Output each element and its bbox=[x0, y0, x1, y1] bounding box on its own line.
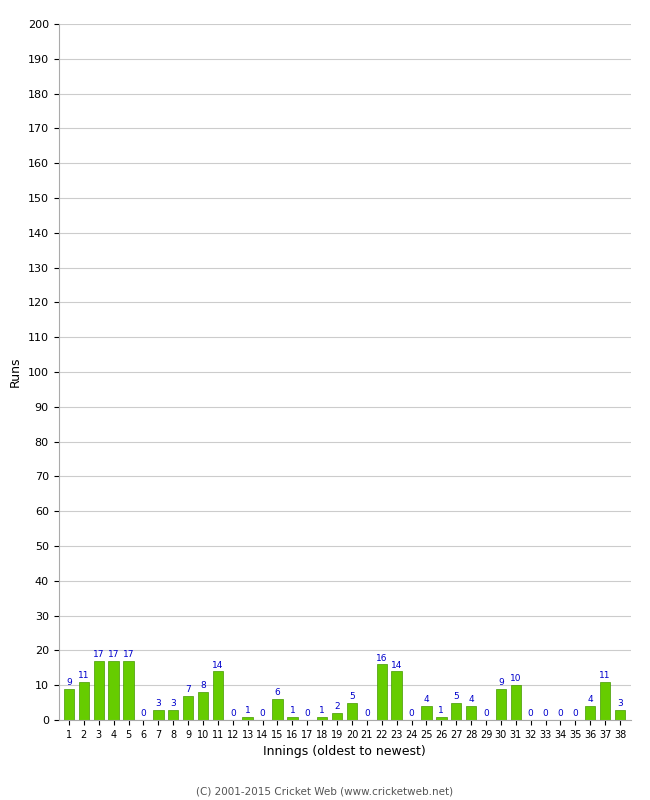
Bar bbox=[213, 671, 223, 720]
Text: 0: 0 bbox=[543, 710, 549, 718]
Text: 3: 3 bbox=[170, 699, 176, 708]
Text: 9: 9 bbox=[498, 678, 504, 687]
Text: 17: 17 bbox=[108, 650, 120, 659]
Bar bbox=[496, 689, 506, 720]
Bar bbox=[198, 692, 208, 720]
Bar bbox=[242, 717, 253, 720]
Bar bbox=[451, 702, 462, 720]
Text: 7: 7 bbox=[185, 685, 191, 694]
Text: 16: 16 bbox=[376, 654, 387, 662]
Text: 4: 4 bbox=[468, 695, 474, 704]
Bar bbox=[109, 661, 119, 720]
Text: 5: 5 bbox=[349, 692, 355, 701]
Bar bbox=[272, 699, 283, 720]
Bar bbox=[64, 689, 74, 720]
Bar bbox=[346, 702, 357, 720]
Text: 0: 0 bbox=[483, 710, 489, 718]
X-axis label: Innings (oldest to newest): Innings (oldest to newest) bbox=[263, 746, 426, 758]
Bar bbox=[168, 710, 178, 720]
Text: 14: 14 bbox=[391, 661, 402, 670]
Text: 2: 2 bbox=[334, 702, 340, 711]
Text: 3: 3 bbox=[618, 699, 623, 708]
Text: 14: 14 bbox=[212, 661, 224, 670]
Bar bbox=[511, 685, 521, 720]
Text: 1: 1 bbox=[319, 706, 325, 714]
Bar bbox=[94, 661, 104, 720]
Bar bbox=[421, 706, 432, 720]
Bar bbox=[600, 682, 610, 720]
Text: 6: 6 bbox=[274, 688, 280, 698]
Bar bbox=[615, 710, 625, 720]
Text: 3: 3 bbox=[155, 699, 161, 708]
Text: 0: 0 bbox=[304, 710, 310, 718]
Text: 8: 8 bbox=[200, 682, 206, 690]
Text: 0: 0 bbox=[558, 710, 564, 718]
Bar bbox=[332, 713, 343, 720]
Text: 4: 4 bbox=[424, 695, 429, 704]
Text: 5: 5 bbox=[453, 692, 459, 701]
Bar bbox=[124, 661, 134, 720]
Text: 0: 0 bbox=[140, 710, 146, 718]
Text: 0: 0 bbox=[573, 710, 578, 718]
Bar bbox=[466, 706, 476, 720]
Text: 0: 0 bbox=[364, 710, 370, 718]
Text: 11: 11 bbox=[599, 671, 611, 680]
Bar bbox=[376, 664, 387, 720]
Text: (C) 2001-2015 Cricket Web (www.cricketweb.net): (C) 2001-2015 Cricket Web (www.cricketwe… bbox=[196, 786, 454, 796]
Text: 4: 4 bbox=[588, 695, 593, 704]
Y-axis label: Runs: Runs bbox=[9, 357, 22, 387]
Text: 0: 0 bbox=[409, 710, 415, 718]
Bar bbox=[183, 696, 193, 720]
Bar bbox=[317, 717, 328, 720]
Text: 0: 0 bbox=[230, 710, 236, 718]
Text: 0: 0 bbox=[260, 710, 265, 718]
Text: 17: 17 bbox=[93, 650, 105, 659]
Bar bbox=[287, 717, 298, 720]
Bar bbox=[79, 682, 89, 720]
Text: 17: 17 bbox=[123, 650, 135, 659]
Bar bbox=[153, 710, 164, 720]
Text: 0: 0 bbox=[528, 710, 534, 718]
Text: 9: 9 bbox=[66, 678, 72, 687]
Text: 1: 1 bbox=[245, 706, 250, 714]
Text: 10: 10 bbox=[510, 674, 521, 683]
Text: 1: 1 bbox=[289, 706, 295, 714]
Bar bbox=[391, 671, 402, 720]
Bar bbox=[585, 706, 595, 720]
Text: 11: 11 bbox=[78, 671, 90, 680]
Bar bbox=[436, 717, 447, 720]
Text: 1: 1 bbox=[439, 706, 444, 714]
